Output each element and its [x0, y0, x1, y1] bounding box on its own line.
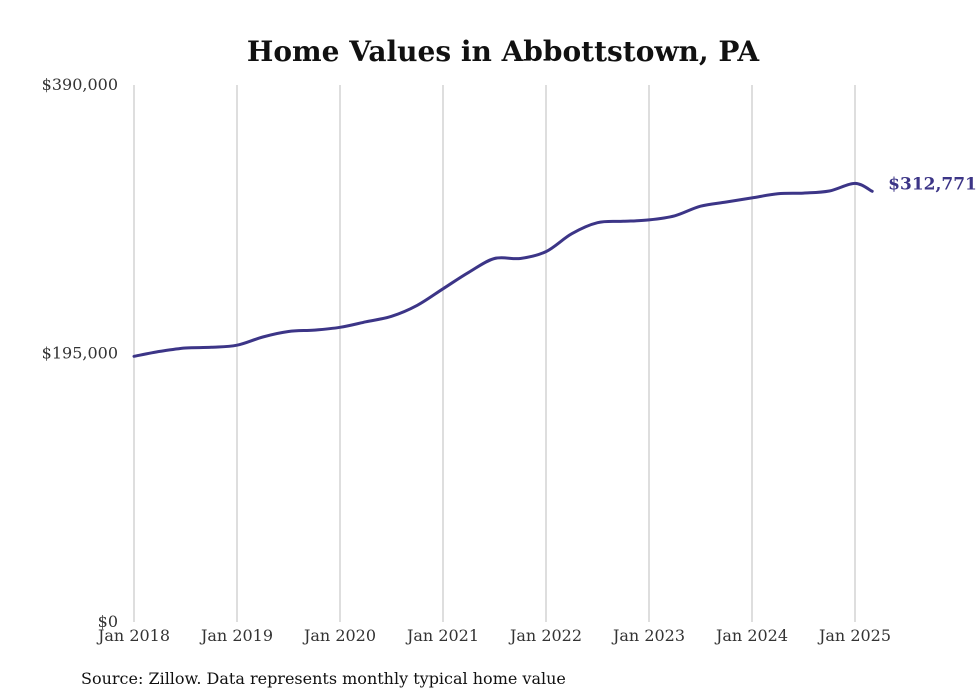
y-axis-tick-labels: $0 $195,000 $390,000 — [42, 75, 118, 631]
x-tick-label: Jan 2018 — [96, 626, 170, 645]
chart-title: Home Values in Abbottstown, PA — [247, 35, 760, 68]
vertical-gridlines — [133, 85, 856, 622]
x-tick-label: Jan 2022 — [508, 626, 582, 645]
x-axis-tick-labels: Jan 2018 Jan 2019 Jan 2020 Jan 2021 Jan 2022… — [96, 626, 891, 645]
y-tick-label: $0 — [98, 612, 118, 631]
x-tick-label: Jan 2021 — [405, 626, 479, 645]
y-tick-label: $390,000 — [42, 75, 118, 94]
y-tick-label: $195,000 — [42, 344, 118, 363]
x-tick-label: Jan 2020 — [302, 626, 376, 645]
x-tick-label: Jan 2019 — [199, 626, 273, 645]
home-value-line — [132, 181, 874, 358]
latest-value-label: $312,771 — [888, 174, 977, 194]
x-tick-label: Jan 2024 — [714, 626, 788, 645]
x-tick-label: Jan 2025 — [817, 626, 891, 645]
x-tick-label: Jan 2023 — [611, 626, 685, 645]
source-note: Source: Zillow. Data represents monthly … — [81, 669, 566, 688]
